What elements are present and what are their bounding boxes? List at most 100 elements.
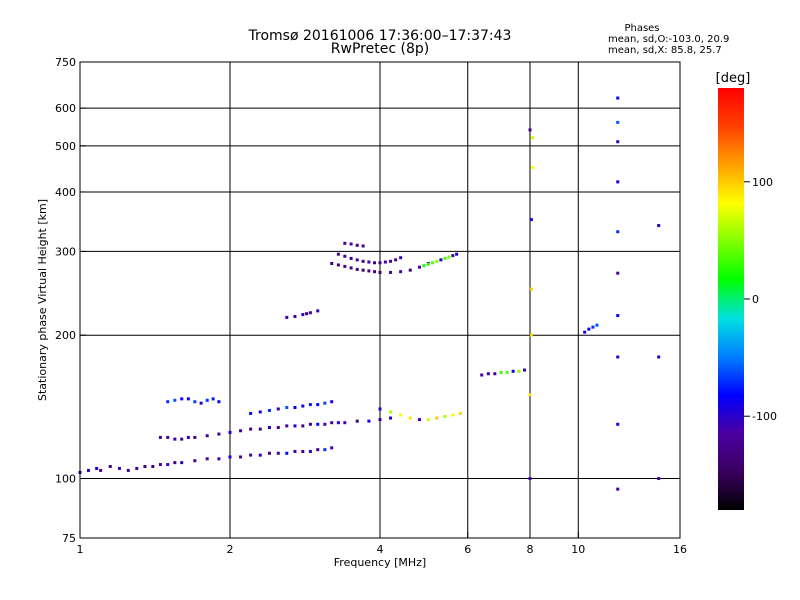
data-point: [349, 256, 353, 260]
data-point: [301, 404, 305, 408]
data-point: [158, 463, 162, 467]
grid-lines: [80, 62, 680, 538]
data-point: [217, 457, 221, 461]
data-point: [383, 260, 387, 264]
data-point: [451, 254, 455, 258]
data-point: [166, 463, 170, 467]
data-point: [166, 435, 170, 439]
data-point: [267, 425, 271, 429]
data-point: [330, 400, 334, 404]
data-point: [143, 464, 147, 468]
data-point: [499, 371, 503, 375]
x-tick-label: 4: [377, 543, 384, 556]
data-point: [228, 430, 232, 434]
data-point: [408, 268, 412, 272]
data-point: [355, 258, 359, 262]
data-point: [361, 268, 365, 272]
data-point: [399, 256, 403, 260]
data-point: [336, 263, 340, 267]
data-point: [529, 333, 533, 337]
y-tick-label: 600: [55, 102, 76, 115]
data-point: [343, 421, 347, 425]
data-point: [117, 466, 121, 470]
data-point: [455, 252, 459, 256]
data-point: [529, 287, 533, 291]
data-point: [361, 244, 365, 248]
y-tick-label: 200: [55, 329, 76, 342]
data-point: [239, 429, 243, 433]
data-point: [158, 435, 162, 439]
x-tick-label: 8: [527, 543, 534, 556]
data-point: [511, 369, 515, 373]
y-tick-label: 300: [55, 245, 76, 258]
data-point: [293, 449, 297, 453]
data-point: [166, 400, 170, 404]
data-point: [378, 407, 382, 411]
colorbar-ticks: 100 0 -100: [744, 176, 777, 423]
data-point: [531, 166, 535, 170]
x-tick-label: 6: [464, 543, 471, 556]
data-point: [258, 453, 262, 457]
data-point: [301, 449, 305, 453]
data-point: [389, 259, 393, 263]
data-point: [308, 403, 312, 407]
data-point: [443, 256, 447, 260]
data-point: [193, 459, 197, 463]
data-point: [199, 401, 203, 405]
phase-stats-x: mean, sd,X: 85.8, 25.7: [608, 45, 722, 56]
data-point: [301, 313, 305, 317]
data-point: [657, 477, 661, 481]
data-point: [293, 314, 297, 318]
data-point: [205, 398, 209, 402]
data-point: [258, 427, 262, 431]
data-point: [616, 96, 620, 100]
data-point: [193, 400, 197, 404]
data-point: [180, 437, 184, 441]
data-point: [373, 261, 377, 265]
data-point: [228, 455, 232, 459]
data-point: [451, 413, 455, 417]
data-point: [505, 371, 509, 375]
data-point: [308, 311, 312, 315]
data-point: [378, 261, 382, 265]
data-point: [389, 270, 393, 274]
data-point: [285, 406, 289, 410]
phase-stats-header: Phases: [624, 23, 659, 34]
data-point: [417, 265, 421, 269]
data-point: [180, 461, 184, 465]
y-tick-label: 100: [55, 473, 76, 486]
x-axis-label: Frequency [MHz]: [334, 556, 426, 569]
x-tick-label: 16: [673, 543, 687, 556]
data-point: [616, 140, 620, 144]
data-point: [389, 416, 393, 420]
data-point: [616, 230, 620, 234]
data-point: [517, 369, 521, 373]
x-tick-label: 10: [571, 543, 585, 556]
data-point: [276, 407, 280, 411]
data-point: [435, 259, 439, 263]
data-point: [343, 254, 347, 258]
data-point: [285, 315, 289, 319]
y-tick-label: 500: [55, 140, 76, 153]
data-point: [258, 410, 262, 414]
y-tick-label: 75: [62, 532, 76, 545]
data-point: [426, 418, 430, 422]
data-point: [316, 448, 320, 452]
data-point: [336, 421, 340, 425]
data-point: [480, 373, 484, 377]
data-point: [657, 224, 661, 228]
data-point: [276, 451, 280, 455]
data-point: [330, 446, 334, 450]
data-point: [173, 437, 177, 441]
colorbar-tick-label: 100: [752, 176, 773, 189]
data-point: [285, 451, 289, 455]
phase-stats-o: mean, sd,O:-103.0, 20.9: [608, 34, 729, 45]
data-point: [249, 453, 253, 457]
data-point: [426, 262, 430, 266]
data-point: [528, 393, 532, 397]
data-point: [389, 410, 393, 414]
data-point: [367, 260, 371, 264]
data-point: [126, 468, 130, 472]
data-point: [173, 461, 177, 465]
